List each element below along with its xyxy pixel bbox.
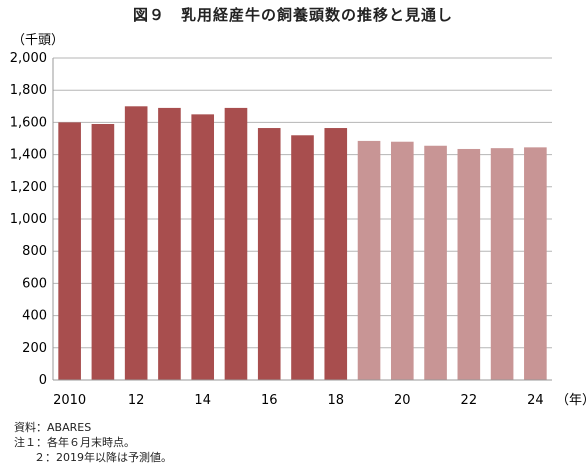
y-tick-label: 2,000 — [10, 51, 47, 66]
bar-24 — [524, 147, 547, 380]
footnotes: 資料：ABARES 注１：各年６月末時点。 ２：2019年以降は予測値。 — [14, 420, 172, 465]
y-tick-label: 200 — [22, 341, 47, 356]
bar-13 — [158, 107, 181, 380]
bar-2010 — [58, 122, 81, 381]
y-tick-label: 0 — [39, 373, 47, 388]
chart-title: 図９ 乳用経産牛の飼養頭数の推移と見通し — [132, 6, 453, 24]
x-tick-label: 14 — [194, 393, 211, 408]
bar-23 — [490, 148, 514, 380]
bar-17 — [291, 135, 314, 380]
note-2: ２：2019年以降は予測値。 — [34, 451, 172, 464]
x-tick-label: 12 — [128, 393, 145, 408]
y-tick-label: 1,400 — [10, 148, 47, 163]
bar-11 — [91, 124, 115, 380]
x-tick-label: 22 — [461, 393, 478, 408]
bar-19 — [357, 140, 381, 380]
x-tick-label: 20 — [394, 393, 411, 408]
source-note: 資料：ABARES — [14, 421, 92, 434]
bars — [58, 106, 547, 381]
x-tick-label: 18 — [327, 393, 344, 408]
y-axis-label: （千頭） — [12, 33, 64, 48]
x-tick-label: 2010 — [53, 393, 86, 408]
bar-22 — [457, 148, 481, 380]
bar-14 — [191, 114, 215, 380]
x-tick-label: 16 — [261, 393, 278, 408]
y-tick-label: 1,600 — [10, 115, 47, 130]
bar-15 — [224, 107, 248, 380]
y-tick-label: 600 — [22, 276, 47, 291]
x-tick-label: 24 — [527, 393, 544, 408]
x-tick-labels: 2010 12 14 16 18 20 22 24 — [53, 393, 544, 408]
bar-12 — [124, 106, 148, 381]
y-tick-label: 800 — [22, 244, 47, 259]
bar-18 — [324, 128, 348, 380]
bar-21 — [424, 145, 447, 380]
x-axis-unit-label: （年） — [556, 393, 586, 408]
note-1: 注１：各年６月末時点。 — [14, 436, 135, 449]
y-tick-label: 1,800 — [10, 83, 47, 98]
bar-20 — [390, 141, 414, 380]
bar-16 — [257, 128, 281, 380]
y-tick-label: 1,000 — [10, 212, 47, 227]
bar-chart: （千頭） 0 200 400 600 800 1,000 1,200 1,400 1,600 1,… — [10, 33, 586, 408]
y-tick-label: 1,200 — [10, 180, 47, 195]
y-tick-label: 400 — [22, 309, 47, 324]
y-tick-labels: 0 200 400 600 800 1,000 1,200 1,400 1,600 1,800 2,… — [10, 51, 47, 388]
